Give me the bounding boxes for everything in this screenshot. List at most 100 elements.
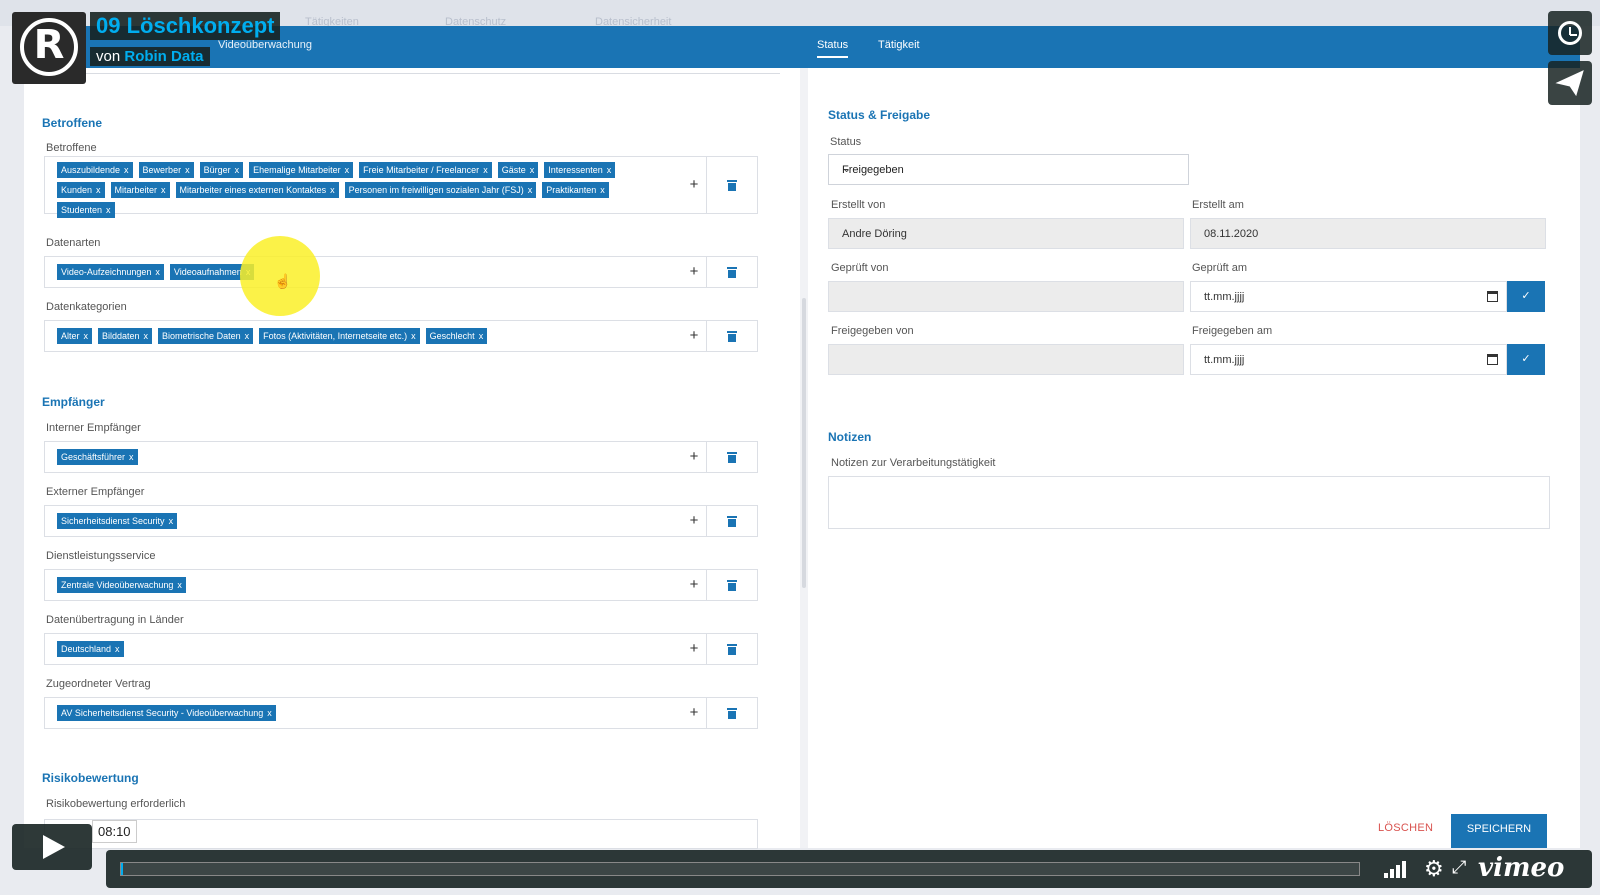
tag-chip[interactable]: Mitarbeiter eines externen Kontaktes x [175,182,339,198]
tag-remove-icon[interactable]: x [83,331,89,341]
tag-remove-icon[interactable]: x [143,331,149,341]
freigegeben-am-date[interactable]: tt.mm.jjjj [1190,344,1507,375]
tag-remove-icon[interactable]: x [185,165,190,175]
tag-input[interactable]: Sicherheitsdienst Security x + [44,505,758,537]
tag-remove-icon[interactable]: x [124,165,129,175]
fullscreen-icon[interactable]: ⤢ [1452,857,1467,877]
geprueft-am-date[interactable]: tt.mm.jjjj [1190,281,1507,312]
watch-later-button[interactable] [1548,11,1592,55]
tag-remove-icon[interactable]: x [161,185,166,195]
freigegeben-confirm-button[interactable]: ✓ [1507,344,1545,375]
tag-remove-icon[interactable]: x [168,516,174,526]
tag-chip[interactable]: Biometrische Daten x [158,328,254,344]
progress-track[interactable] [120,862,1360,876]
tag-chip[interactable]: Auszubildende x [57,162,133,178]
tag-remove-icon[interactable]: x [527,185,533,195]
plus-icon[interactable]: + [689,176,699,193]
tag-remove-icon[interactable]: x [106,205,111,215]
tag-remove-icon[interactable]: x [478,331,484,341]
tag-remove-icon[interactable]: x [600,185,605,195]
breadcrumb[interactable]: Videoüberwachung [218,39,312,51]
tag-chip[interactable]: Personen im freiwilligen sozialen Jahr (… [344,182,537,198]
calendar-icon[interactable] [1487,354,1498,365]
tag-remove-icon[interactable]: x [155,267,160,277]
tag-chip[interactable]: Freie Mitarbeiter / Freelancer x [359,162,492,178]
plus-icon[interactable]: + [689,327,699,344]
tag-chip[interactable]: Deutschland x [57,641,124,657]
scrollbar[interactable] [802,298,806,588]
tag-input[interactable]: Deutschland x + [44,633,758,665]
tag-remove-icon[interactable]: x [96,185,101,195]
tag-chip[interactable]: Interessenten x [544,162,616,178]
plus-icon[interactable]: + [689,263,699,280]
delete-button[interactable]: LÖSCHEN [1378,822,1434,834]
video-title[interactable]: 09 Löschkonzept [90,12,281,40]
plus-icon[interactable]: + [689,512,699,529]
tag-chip[interactable]: Bürger x [199,162,244,178]
tag-remove-icon[interactable]: x [344,165,350,175]
tag-chip[interactable]: Studenten x [57,202,115,218]
tag-chip[interactable]: Ehemalige Mitarbeiter x [249,162,354,178]
plus-icon[interactable]: + [689,640,699,657]
tag-remove-icon[interactable]: x [411,331,416,341]
tab-status[interactable]: Status [817,39,849,58]
play-button[interactable] [12,824,92,870]
tag-chip[interactable]: Praktikanten x [542,182,609,198]
tag-chip[interactable]: Alter x [57,328,93,344]
tag-chip[interactable]: Sicherheitsdienst Security x [57,513,178,529]
trash-icon[interactable] [727,580,737,591]
trash-icon[interactable] [727,708,737,719]
tag-remove-icon[interactable]: x [129,452,134,462]
tag-input[interactable]: Alter x Bilddaten x Biometrische Daten x Fotos… [44,320,758,352]
tag-input[interactable]: Auszubildende x Bewerber x Bürger x Ehemalige … [44,156,758,218]
vimeo-logo[interactable]: vimeo [1478,853,1565,883]
tag-chip[interactable]: Geschäftsführer x [57,449,138,465]
save-button[interactable]: SPEICHERN [1451,814,1547,848]
tag-chip[interactable]: AV Sicherheitsdienst Security - Videoübe… [57,705,276,721]
tab-taetigkeit[interactable]: Tätigkeit [878,39,920,51]
tag-input[interactable]: Zentrale Videoüberwachung x + [44,569,758,601]
tag-chip[interactable]: Zentrale Videoüberwachung x [57,577,186,593]
tag-remove-icon[interactable]: x [330,185,335,195]
volume-icon[interactable] [1384,860,1412,878]
tag-chip[interactable]: Gäste x [497,162,539,178]
tag-remove-icon[interactable]: x [115,644,120,654]
tag-remove-icon[interactable]: x [244,331,250,341]
tag-chip[interactable]: Bilddaten x [98,328,153,344]
tag-remove-icon[interactable]: x [529,165,535,175]
tag-remove-icon[interactable]: x [483,165,488,175]
trash-icon[interactable] [727,452,737,463]
tag-input[interactable]: Geschäftsführer x + [44,441,758,473]
tag-remove-icon[interactable]: x [177,580,182,590]
plus-icon[interactable]: + [689,704,699,721]
tag-label: Bürger [203,165,231,175]
tag-input[interactable]: AV Sicherheitsdienst Security - Videoübe… [44,697,758,729]
status-select[interactable]: Freigegeben ⌄ [828,154,1189,185]
tag-chip[interactable]: Geschlecht x [425,328,488,344]
geprueft-confirm-button[interactable]: ✓ [1507,281,1545,312]
tag-chip[interactable]: Bewerber x [138,162,194,178]
tag-remove-icon[interactable]: x [606,165,612,175]
erstellt-von-label: Erstellt von [831,199,886,211]
trash-icon[interactable] [727,267,737,278]
geprueft-von-label: Geprüft von [831,262,889,274]
trash-icon[interactable] [727,180,737,191]
plus-icon[interactable]: + [689,448,699,465]
tag-remove-icon[interactable]: x [267,708,272,718]
tag-chip[interactable]: Kunden x [57,182,105,198]
plus-icon[interactable]: + [689,576,699,593]
trash-icon[interactable] [727,644,737,655]
tag-remove-icon[interactable]: x [234,165,240,175]
trash-icon[interactable] [727,331,737,342]
tag-chip[interactable]: Video-Aufzeichnungen x [57,264,164,280]
gear-icon[interactable]: ⚙ [1424,856,1444,881]
trash-icon[interactable] [727,516,737,527]
notizen-textarea[interactable] [828,476,1550,529]
byline-author[interactable]: Robin Data [124,48,204,65]
calendar-icon[interactable] [1487,291,1498,302]
tag-chip[interactable]: Mitarbeiter x [110,182,170,198]
tag-chip[interactable]: Fotos (Aktivitäten, Internetseite etc.) x [259,328,420,344]
risiko-select[interactable] [44,819,758,849]
share-button[interactable] [1548,61,1592,105]
